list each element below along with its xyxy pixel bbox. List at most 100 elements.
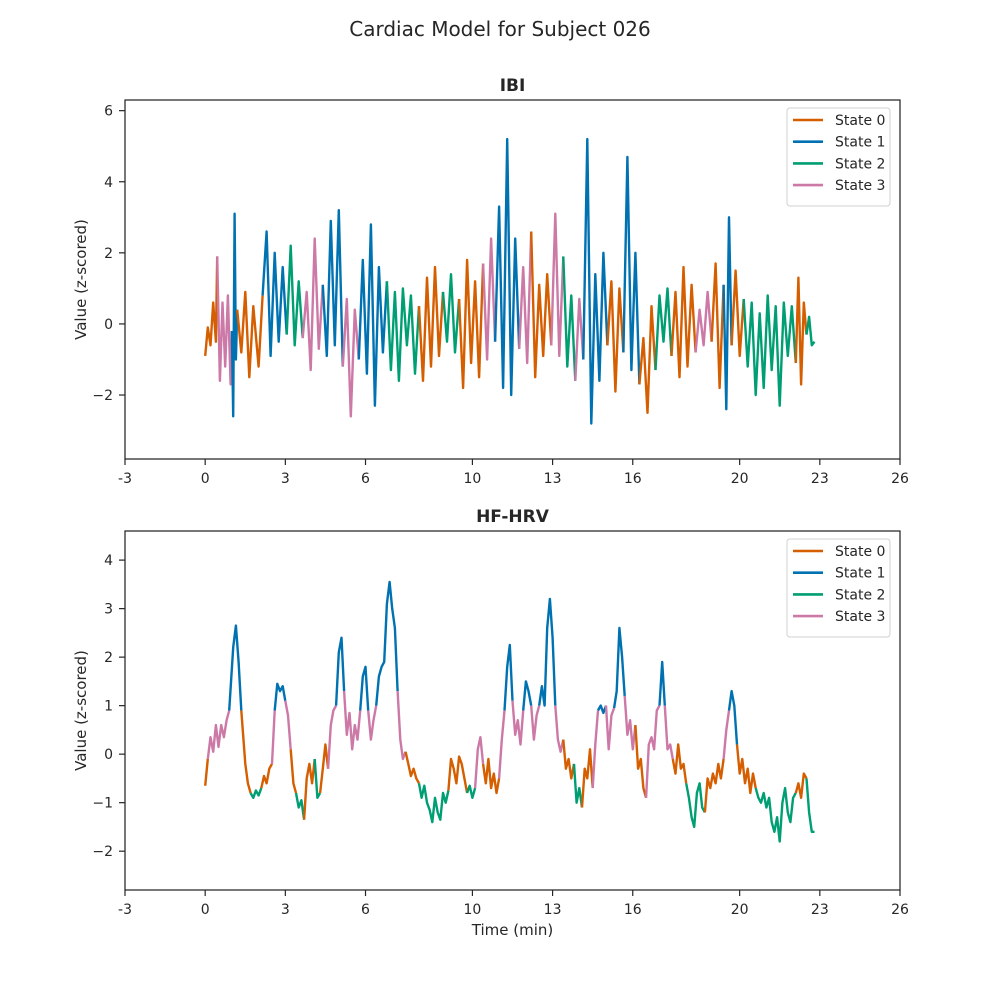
hf-hrv-y-tick-label: 2 [104, 650, 113, 666]
hf-hrv-segment-state-1 [522, 680, 533, 711]
hf-hrv-segment-state-3 [367, 705, 378, 741]
hf-hrv-segment-state-0 [447, 755, 469, 794]
hf-hrv-segment-state-0 [735, 744, 757, 795]
hf-hrv-segment-state-3 [396, 691, 407, 761]
hf-hrv-segment-state-1 [612, 626, 626, 709]
hf-hrv-x-tick-label: 26 [891, 902, 909, 918]
hf-hrv-legend-label: State 3 [835, 609, 885, 625]
hf-hrv-x-tick-label: 10 [463, 902, 481, 918]
hf-hrv-segment-state-0 [260, 763, 274, 789]
ibi-segment-state-1 [582, 137, 609, 425]
hf-hrv-segment-state-1 [658, 660, 666, 706]
hf-hrv-segment-state-3 [473, 736, 485, 789]
ibi-x-tick-label: 10 [463, 471, 481, 487]
hf-hrv-segment-state-2 [465, 784, 477, 799]
hf-hrv-y-tick-label: 1 [104, 699, 113, 715]
ibi-x-tick-label: 13 [544, 471, 562, 487]
ibi-x-tick-label: 0 [201, 471, 210, 487]
hf-hrv-segment-state-3 [722, 710, 731, 760]
hf-hrv-x-tick-label: 20 [731, 902, 749, 918]
ibi-segment-state-2 [285, 244, 304, 347]
ibi-segment-state-0 [417, 265, 445, 382]
ibi-panel-title: IBI [500, 76, 526, 96]
hf-hrv-y-tick-label: −2 [92, 844, 113, 860]
hf-hrv-segment-state-1 [503, 643, 514, 711]
ibi-segment-state-0 [204, 256, 219, 357]
ibi-y-tick-label: 2 [104, 246, 113, 262]
ibi-segment-state-3 [518, 231, 533, 365]
hf-hrv-segment-state-0 [562, 739, 576, 780]
hf-hrv-segment-state-3 [497, 710, 506, 779]
ibi-legend-box [786, 107, 891, 207]
ibi-segment-state-3 [481, 237, 497, 361]
hf-hrv-y-tick-label: 4 [104, 553, 113, 569]
ibi-x-tick-label: 6 [361, 471, 370, 487]
hf-hrv-segment-state-0 [671, 743, 688, 784]
ibi-x-tick-label: -3 [118, 471, 132, 487]
hf-hrv-legend-box [786, 538, 891, 638]
ibi-segment-state-2 [562, 256, 577, 381]
ibi-x-tick-label: 20 [731, 471, 749, 487]
hf-hrv-legend-label: State 2 [835, 587, 885, 603]
ibi-segment-state-2 [805, 315, 816, 347]
hf-hrv-segment-state-3 [270, 710, 276, 764]
hf-hrv-segment-state-2 [572, 763, 584, 808]
hf-hrv-x-tick-label: -3 [118, 902, 132, 918]
hf-hrv-segment-state-3 [206, 710, 231, 760]
hf-hrv-legend: State 0 State 1 State 2 State 3 [786, 538, 891, 638]
hf-hrv-x-tick-label: 13 [544, 902, 562, 918]
ibi-segment-state-3 [694, 290, 713, 353]
hf-hrv-segment-state-1 [359, 665, 370, 711]
ibi-segment-state-2 [654, 287, 673, 371]
ibi-segment-state-0 [457, 258, 485, 390]
hf-hrv-series-lines [204, 580, 815, 843]
hf-hrv-segment-state-3 [604, 705, 616, 751]
hf-hrv-segment-state-0 [302, 758, 316, 820]
hf-hrv-x-tick-label: 16 [624, 902, 642, 918]
hf-hrv-segment-state-0 [318, 743, 330, 794]
hf-hrv-segment-state-3 [663, 705, 674, 760]
hf-hrv-y-tick-label: 3 [104, 602, 113, 618]
ibi-segment-state-1 [261, 230, 288, 358]
ibi-segment-state-0 [638, 305, 657, 414]
hf-hrv-segment-state-1 [538, 597, 557, 707]
hf-hrv-x-tick-label: 23 [811, 902, 829, 918]
hf-hrv-segment-state-3 [530, 705, 541, 741]
hf-hrv-x-tick-label: 6 [361, 902, 370, 918]
hf-hrv-segment-state-1 [375, 580, 399, 706]
hf-hrv-segment-state-3 [554, 705, 565, 753]
ibi-x-tick-label: 16 [624, 471, 642, 487]
hf-hrv-segment-state-0 [580, 748, 594, 808]
ibi-segment-state-0 [236, 290, 264, 379]
ibi-segment-state-0 [710, 262, 725, 390]
ibi-segment-state-3 [550, 212, 565, 358]
hf-hrv-segment-state-2 [313, 758, 322, 799]
hf-hrv-axes-frame [124, 530, 901, 891]
ibi-axes-frame [124, 99, 901, 460]
ibi-legend-label: State 0 [835, 113, 885, 129]
ibi-segment-state-1 [321, 208, 344, 367]
ibi-segment-state-0 [530, 231, 553, 379]
ibi-y-tick-label: 0 [104, 317, 113, 333]
hf-hrv-y-tick-label: −1 [92, 796, 113, 812]
hf-hrv-segment-state-2 [417, 783, 450, 824]
hf-hrv-segment-state-1 [596, 704, 608, 715]
hf-hrv-segment-state-2 [249, 787, 263, 799]
hf-hrv-segment-state-2 [805, 778, 815, 833]
hf-hrv-segment-state-2 [294, 792, 306, 820]
ibi-segment-state-2 [441, 273, 461, 354]
hf-hrv-segment-state-3 [342, 691, 362, 751]
hf-hrv-panel-title: HF-HRV [476, 507, 550, 527]
hf-hrv-x-axis-label: Time (min) [471, 921, 553, 939]
hf-hrv-segment-state-2 [685, 782, 706, 829]
ibi-legend-label: State 2 [835, 156, 885, 172]
ibi-legend-label: State 1 [835, 135, 885, 151]
ibi-y-tick-label: 6 [104, 104, 113, 120]
ibi-segment-state-0 [730, 269, 745, 358]
ibi-legend-label: State 3 [835, 178, 885, 194]
hf-hrv-segment-state-0 [481, 757, 501, 795]
hf-hrv-segment-state-0 [703, 758, 725, 813]
ibi-x-tick-label: 23 [811, 471, 829, 487]
ibi-segment-state-0 [670, 265, 697, 379]
